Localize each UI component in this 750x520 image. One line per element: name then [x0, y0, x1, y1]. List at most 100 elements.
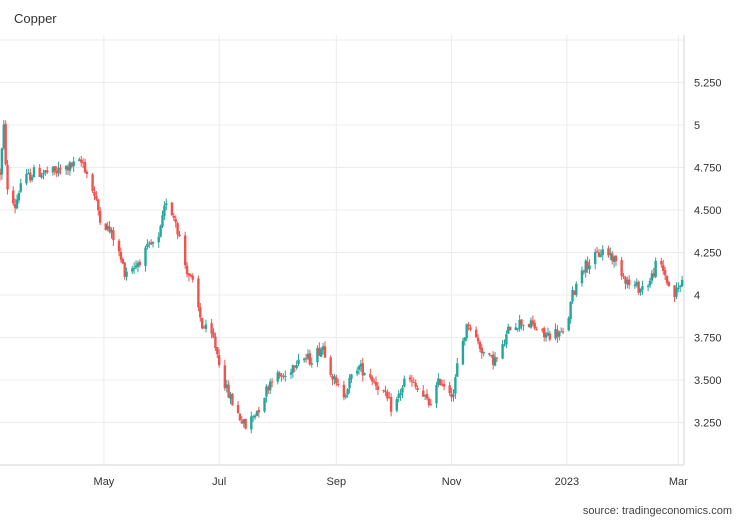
candle-body	[628, 279, 631, 286]
candle-body	[474, 329, 478, 338]
candle-body	[388, 397, 391, 399]
candle	[423, 394, 427, 400]
candle-body	[97, 199, 100, 211]
candle	[654, 257, 657, 279]
candle	[628, 275, 631, 289]
candle-body	[187, 273, 191, 276]
candle-body	[91, 174, 94, 192]
candle-body	[376, 386, 380, 390]
candle-body	[183, 235, 187, 266]
candle-body	[161, 215, 164, 227]
candle	[675, 282, 678, 300]
candle-body	[541, 329, 544, 331]
candle	[637, 280, 640, 296]
candle-body	[57, 167, 60, 174]
candle	[650, 269, 654, 284]
candle-body	[81, 162, 85, 164]
candle-body	[397, 394, 400, 398]
candle-body	[200, 317, 204, 329]
candle	[284, 370, 287, 382]
candle-body	[533, 322, 536, 329]
candle	[25, 169, 28, 186]
candle	[493, 351, 497, 367]
candle-body	[554, 328, 557, 339]
candle	[480, 344, 484, 359]
candle	[435, 381, 438, 409]
candle-body	[55, 170, 58, 174]
candle	[80, 156, 83, 167]
candle	[157, 232, 160, 248]
candle-body	[588, 265, 591, 270]
candle-body	[6, 165, 9, 190]
candle	[148, 240, 151, 249]
candle	[575, 281, 578, 298]
candle-body	[323, 346, 327, 358]
candle-body	[231, 393, 234, 406]
candle	[227, 380, 230, 398]
candle-body	[403, 378, 406, 387]
candle	[582, 269, 586, 275]
candle	[333, 373, 336, 385]
candle-body	[648, 281, 652, 286]
candle-body	[42, 172, 45, 175]
candle	[236, 401, 240, 414]
x-tick-label: Nov	[442, 476, 462, 488]
candle-body	[217, 355, 221, 366]
candle	[257, 406, 261, 418]
candle-body	[253, 415, 257, 418]
candle-body	[662, 264, 665, 271]
candle-body	[295, 364, 298, 369]
candle	[318, 342, 321, 357]
candle	[461, 337, 465, 365]
candle-body	[601, 249, 604, 255]
candle	[425, 389, 429, 401]
candle	[559, 327, 563, 333]
candle	[204, 319, 208, 333]
candle	[505, 330, 508, 349]
candle	[401, 385, 404, 399]
candle-body	[679, 285, 682, 288]
candle	[85, 169, 89, 179]
candle-body	[223, 365, 227, 389]
candle-body	[535, 329, 538, 331]
candle	[12, 186, 15, 206]
candle-body	[342, 384, 346, 398]
candle	[546, 327, 550, 337]
candle-body	[123, 262, 126, 277]
candle-body	[25, 173, 28, 184]
candle-body	[66, 166, 70, 171]
candle	[626, 276, 629, 289]
candle	[267, 384, 270, 395]
candle-body	[408, 377, 412, 380]
candle-body	[59, 168, 62, 170]
candle	[42, 169, 45, 180]
candle	[639, 288, 642, 296]
candle	[384, 385, 387, 397]
candle	[165, 198, 168, 211]
candle-body	[529, 320, 533, 328]
candle-body	[229, 394, 232, 399]
candle-body	[212, 332, 215, 338]
candle	[225, 379, 228, 393]
candle	[337, 378, 340, 387]
candle-body	[216, 347, 219, 355]
candle-body	[372, 381, 376, 383]
candle	[561, 327, 565, 335]
candle	[295, 360, 298, 370]
candle	[422, 385, 425, 397]
candle	[641, 280, 644, 295]
candle	[408, 374, 412, 383]
candle-body	[490, 355, 493, 357]
candle-layer	[0, 120, 684, 434]
candle	[310, 357, 313, 368]
candle-body	[542, 328, 546, 338]
candle	[95, 191, 98, 202]
candle-body	[257, 409, 261, 413]
candle-body	[189, 274, 193, 277]
candle	[163, 201, 166, 220]
candle	[293, 365, 296, 373]
grid-layer	[0, 35, 685, 466]
candle-body	[267, 386, 270, 391]
candle	[491, 351, 495, 370]
candle	[185, 262, 189, 278]
